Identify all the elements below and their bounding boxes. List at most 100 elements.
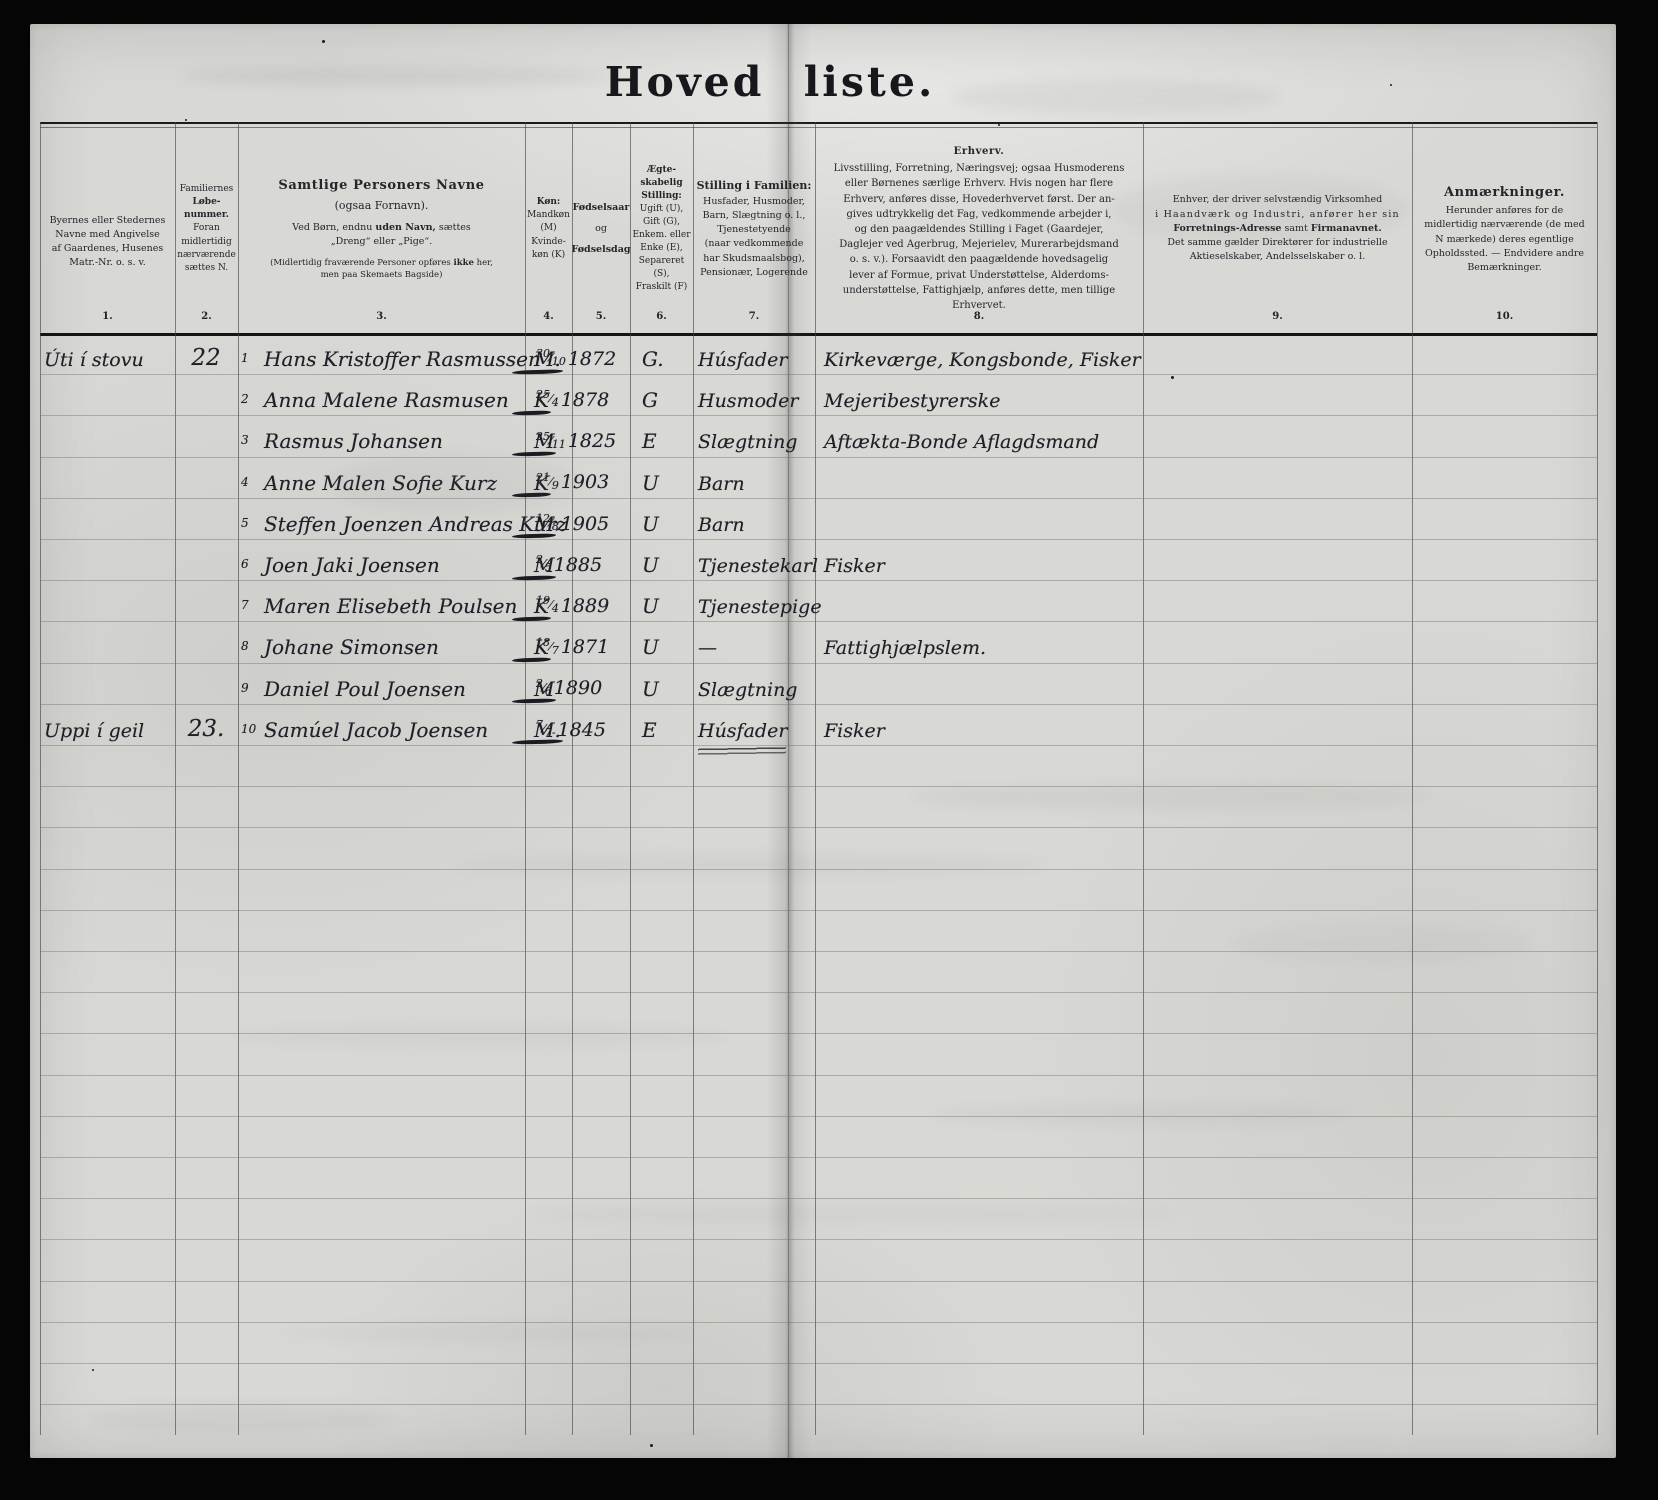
- bleed-through-smudge: [1110, 174, 1410, 244]
- birth-year: 1878: [560, 389, 610, 411]
- row-line: [40, 1321, 1597, 1323]
- cell-birthdate: 25⁄4 1878: [536, 388, 610, 412]
- bleed-through-smudge: [1230, 924, 1530, 964]
- cell-position: Tjenestepige: [698, 596, 822, 619]
- header-text: Ved Børn, endnu uden Navn, sættes: [292, 221, 471, 235]
- column-number-8: 8.: [973, 311, 985, 322]
- cell-family-no: 23.: [187, 715, 225, 742]
- column-header-7: Stilling i Familien: Husfader, Husmoder, B…: [693, 130, 815, 328]
- cell-birthdate: 25⁄11 1825: [536, 430, 616, 453]
- row-line: [40, 827, 1597, 829]
- cell-sex: K: [530, 594, 553, 618]
- cell-occupation: Fisker: [824, 555, 885, 577]
- cell-birthdate: 18⁄7 1871: [536, 636, 609, 659]
- birth-day-month: 2⁄6: [536, 676, 552, 698]
- column-line-6: [693, 122, 694, 1435]
- header-text-segment: sættes: [435, 222, 471, 233]
- column-line-1: [175, 122, 176, 1435]
- cell-marital: G.: [642, 347, 664, 371]
- cell-position: Húsfader: [698, 349, 788, 371]
- cell-marital: E: [642, 717, 657, 742]
- column-number-9: 9.: [1272, 311, 1283, 322]
- birth-day-month: 21⁄9: [536, 470, 559, 492]
- row-line: [40, 951, 1597, 952]
- header-text: Navne med Angivelse: [55, 228, 160, 240]
- header-text: Forretnings-Adresse samt Firmanavnet.: [1173, 222, 1381, 236]
- column-number-4: 4.: [543, 311, 554, 322]
- header-text: har Skudsmaalsbog),: [703, 252, 805, 264]
- cell-position: Tjenestekarl: [698, 555, 818, 577]
- header-text: lever af Formue, privat Understøttelse, …: [849, 269, 1109, 281]
- header-text: af Gaardenes, Husenes: [51, 243, 164, 254]
- cell-name: Johane Simonsen: [264, 635, 439, 660]
- header-text: Mandkøn: [527, 210, 570, 221]
- birth-year: 1872: [567, 347, 617, 370]
- header-text: Køn:: [536, 197, 561, 208]
- header-text: Foran: [193, 223, 220, 234]
- record-row-3: 3 Rasmus Johansen M 25⁄11 1825 E Slægtning Aftæ…: [30, 415, 1616, 456]
- header-text: Erhverv.: [953, 146, 1005, 157]
- header-text: Barn, Slægtning o. l.,: [702, 209, 806, 221]
- cell-marital: U: [642, 470, 659, 495]
- birth-day-month: 18⁄7: [536, 635, 559, 657]
- header-text-segment: ikke: [453, 257, 474, 268]
- row-line: [40, 539, 1597, 540]
- header-text: Anmærkninger.: [1443, 184, 1565, 200]
- birth-day-month: 12⁄8: [536, 511, 559, 533]
- column-line-0: [40, 122, 41, 1435]
- column-header-2: Familiernes Løbe-nummer. Foran midlertidig n…: [175, 130, 238, 328]
- header-text: gives udtrykkelig det Fag, vedkommende a…: [846, 208, 1112, 220]
- cell-birthdate: 21⁄9 1903: [536, 471, 609, 494]
- cell-place: Úti í stovu: [44, 349, 144, 371]
- row-line: [40, 745, 1597, 746]
- column-line-10: [1597, 122, 1598, 1435]
- page-fold-line: [788, 24, 789, 1458]
- row-line: [40, 580, 1597, 582]
- cell-name: Steffen Joenzen Andreas Kurz: [264, 511, 567, 536]
- header-text: Aktieselskaber, Andelsselskaber o. l.: [1189, 251, 1366, 263]
- header-text: Ugift (U),: [639, 203, 684, 214]
- birth-year: 1905: [560, 512, 610, 535]
- header-text: Tjenestetyende: [717, 224, 791, 235]
- header-text: Pensionær, Logerende: [700, 266, 808, 278]
- column-line-4: [572, 122, 573, 1435]
- cell-occupation: Mejeribestyrerske: [824, 390, 1001, 413]
- cell-position: Húsfader: [698, 719, 788, 742]
- header-text: Enke (E),: [640, 243, 683, 254]
- cell-sex: K: [530, 635, 553, 659]
- header-text-segment: Firmanavnet.: [1310, 222, 1382, 234]
- row-line: [40, 703, 1597, 705]
- cell-position: Barn: [698, 472, 745, 495]
- header-text: nærværende: [177, 249, 236, 260]
- bleed-through-smudge: [90, 1404, 390, 1434]
- cell-birthdate: 2⁄6 1890: [536, 677, 602, 700]
- row-line: [40, 662, 1597, 664]
- header-top-rule-thin: [40, 127, 1597, 128]
- cell-person-no: 7: [241, 598, 249, 613]
- row-line: [40, 1404, 1597, 1406]
- header-text: Separeret: [638, 256, 685, 267]
- birth-day-month: 2⁄5: [536, 553, 552, 574]
- row-line: [40, 1198, 1597, 1200]
- bleed-through-smudge: [450, 854, 1050, 876]
- record-row-10: Uppi í geil 23. 10 Samúel Jacob Joensen M. 7⁄…: [30, 704, 1616, 758]
- ink-speck: [1171, 376, 1174, 379]
- header-text: sættes N.: [184, 262, 229, 273]
- row-line: [40, 497, 1597, 499]
- record-row-2: 2 Anna Malene Rasmusen K 25⁄4 1878 G Husmoder M…: [30, 374, 1616, 415]
- cell-person-no: 9: [241, 680, 249, 695]
- header-text: Opholdssted. — Endvidere andre: [1424, 247, 1585, 259]
- ink-speck: [998, 124, 1000, 126]
- header-text: skabelig: [640, 177, 683, 188]
- header-text: Erhvervet.: [952, 299, 1006, 311]
- birth-year: 1890: [553, 677, 603, 700]
- header-text: men paa Skemaets Bagside): [320, 270, 443, 281]
- cell-occupation: Aftækta-Bonde Aflagdsmand: [824, 431, 1100, 454]
- record-row-6: 6 Joen Jaki Joensen M 2⁄5 1885 U Tjenestekarl F…: [30, 539, 1616, 580]
- record-row-4: 4 Anne Malen Sofie Kurz K 21⁄9 1903 U Barn: [30, 457, 1616, 498]
- header-text: Løbe-: [192, 197, 221, 208]
- cell-position: —: [698, 637, 717, 660]
- column-line-3: [525, 122, 526, 1435]
- cell-sex: M: [530, 553, 558, 577]
